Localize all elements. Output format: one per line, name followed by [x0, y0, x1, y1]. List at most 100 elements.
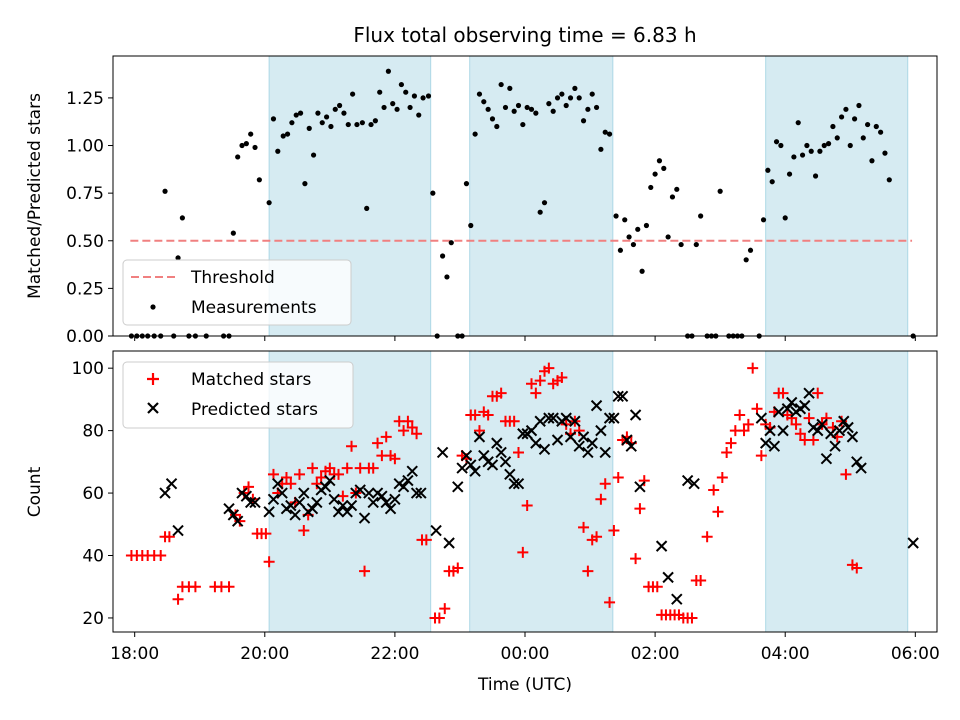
predicted-star-point	[460, 449, 473, 462]
predicted-star-point	[332, 506, 345, 518]
measurement-point	[550, 108, 556, 114]
measurement-point	[559, 91, 565, 97]
matched-star-point	[406, 421, 418, 433]
measurement-point	[332, 106, 338, 112]
y-tick-label: 20	[82, 609, 104, 629]
measurement-point	[293, 112, 299, 118]
measurement-point	[533, 110, 539, 116]
x-tick-label: 00:00	[501, 644, 550, 664]
bottom-x-ticks: 18:00 20:00 22:00 00:00 02:00 04:00 06:00	[110, 632, 940, 664]
matched-star-point	[836, 415, 848, 427]
measurement-point	[635, 226, 641, 232]
matched-star-point	[172, 593, 184, 605]
measurement-point	[256, 177, 262, 183]
y-tick-label: 100	[72, 359, 104, 379]
predicted-star-point	[293, 496, 306, 509]
predicted-star-point	[410, 487, 423, 499]
predicted-star-point	[829, 440, 841, 452]
legend-predicted-label: Predicted stars	[191, 400, 318, 420]
measurement-point	[284, 131, 291, 137]
predicted-star-point	[512, 477, 525, 490]
measurement-point	[425, 93, 432, 99]
measurement-point	[498, 81, 504, 88]
measurement-point	[248, 131, 254, 137]
measurement-point	[698, 213, 704, 219]
predicted-star-point	[380, 496, 392, 509]
matched-star-point	[512, 446, 524, 458]
matched-star-point	[380, 431, 392, 443]
predicted-star-point	[172, 524, 184, 537]
predicted-star-point	[599, 446, 611, 459]
measurement-point	[403, 89, 409, 95]
measurement-point	[617, 247, 624, 253]
predicted-star-point	[469, 465, 481, 477]
measurement-point	[563, 102, 569, 109]
matched-star-point	[473, 425, 485, 437]
predicted-star-point	[681, 474, 694, 487]
matched-star-point	[315, 471, 327, 483]
measurement-point	[175, 255, 181, 261]
measurement-point	[799, 152, 806, 158]
measurement-point	[319, 120, 325, 126]
predicted-star-point	[223, 502, 235, 515]
matched-star-point	[591, 531, 603, 543]
shaded-interval	[765, 350, 909, 633]
predicted-star-point	[508, 477, 520, 490]
matched-star-point	[482, 409, 494, 421]
shaded-interval	[765, 55, 909, 337]
measurement-point	[385, 68, 391, 74]
matched-star-point	[346, 440, 358, 452]
predicted-star-point	[227, 509, 240, 521]
predicted-star-point	[547, 412, 559, 424]
predicted-star-point	[846, 431, 859, 443]
predicted-star-point	[495, 446, 507, 459]
predicted-star-point	[165, 477, 178, 490]
predicted-star-point	[768, 440, 781, 452]
matched-star-point	[651, 581, 663, 593]
predicted-star-point	[456, 462, 468, 474]
measurement-point	[580, 118, 587, 124]
measurement-point	[656, 158, 663, 164]
matched-star-point	[599, 478, 611, 490]
predicted-star-point	[816, 418, 828, 431]
predicted-star-point	[855, 462, 867, 474]
matched-star-point	[223, 581, 235, 593]
predicted-star-point	[306, 502, 319, 515]
top-shaded-intervals	[268, 55, 909, 337]
matched-star-point	[695, 574, 707, 586]
bottom-legend: Matched stars Predicted stars	[122, 361, 354, 429]
measurement-point	[472, 131, 478, 137]
measurement-point	[622, 217, 628, 223]
matched-star-point	[716, 471, 728, 483]
measurement-point	[297, 110, 304, 116]
measurement-point	[769, 179, 775, 185]
matched-star-point	[521, 500, 533, 512]
measurement-point	[341, 110, 347, 116]
y-tick-label: 0.25	[66, 279, 104, 299]
matched-star-point	[725, 437, 737, 449]
predicted-star-point	[777, 424, 789, 437]
matched-star-point	[708, 484, 720, 496]
measurement-point	[377, 89, 383, 95]
measurement-point	[306, 125, 312, 131]
measurement-point	[795, 120, 801, 126]
matched-star-point	[517, 546, 529, 558]
matched-star-point	[411, 428, 423, 440]
predicted-star-point	[625, 440, 637, 452]
measurement-point	[398, 81, 404, 88]
matched-star-point	[534, 375, 546, 387]
top-y-axis-label: Matched/Predicted stars	[25, 93, 45, 299]
bottom-legend-box	[122, 361, 354, 429]
matched-star-point	[747, 362, 759, 374]
measurement-point	[812, 173, 819, 179]
measurement-point	[760, 217, 767, 223]
measurement-point	[372, 118, 378, 124]
matched-star-point	[812, 387, 824, 399]
predicted-star-point	[345, 499, 358, 512]
predicted-star-point	[436, 446, 449, 459]
measurement-point	[364, 205, 370, 211]
predicted-star-point	[159, 487, 171, 499]
matched-star-point	[243, 481, 255, 493]
predicted-star-point	[662, 571, 674, 584]
y-tick-label: 80	[82, 422, 104, 442]
